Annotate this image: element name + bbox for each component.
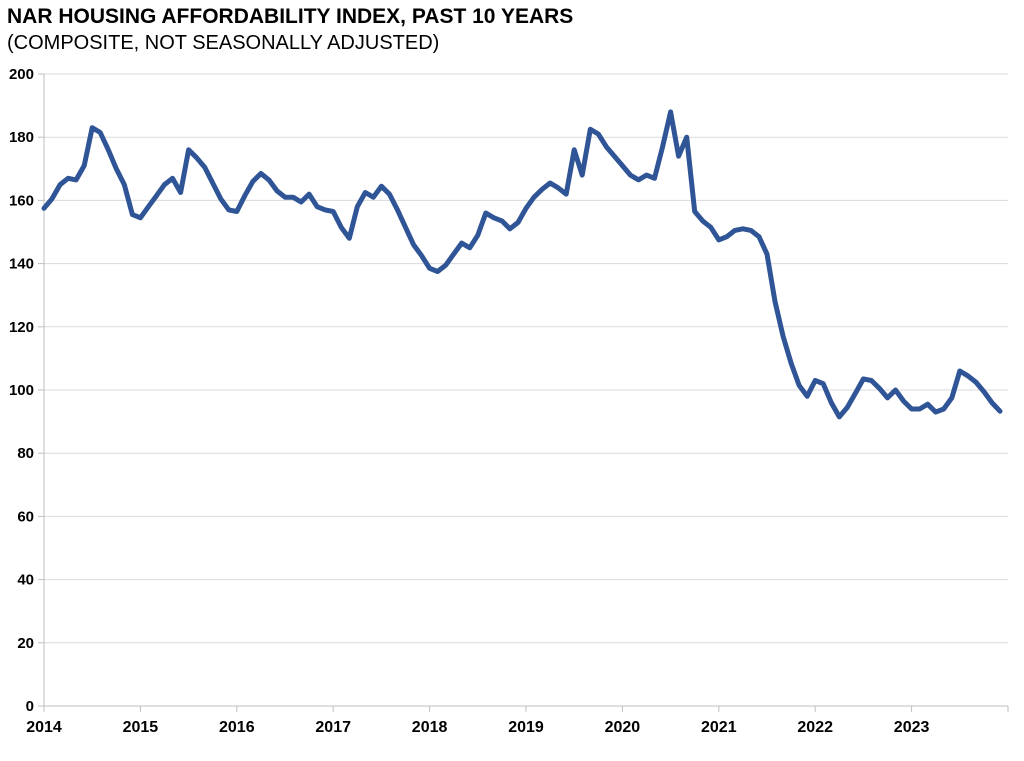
- x-axis-label: 2014: [26, 719, 62, 736]
- y-axis-label: 0: [26, 698, 34, 715]
- x-axis-label: 2019: [508, 719, 544, 736]
- x-axis-label: 2020: [605, 719, 641, 736]
- x-axis-label: 2023: [894, 719, 930, 736]
- y-axis-label: 60: [17, 508, 34, 525]
- x-axis-label: 2017: [315, 719, 351, 736]
- y-axis-label: 160: [9, 192, 34, 209]
- y-axis-label: 180: [9, 129, 34, 146]
- y-axis-label: 80: [17, 445, 34, 462]
- x-axis-label: 2016: [219, 719, 255, 736]
- chart-subtitle: (COMPOSITE, NOT SEASONALLY ADJUSTED): [7, 32, 440, 54]
- index-series-line: [41, 109, 1003, 420]
- x-axis-label: 2022: [797, 719, 833, 736]
- x-axis-label: 2021: [701, 719, 737, 736]
- y-axis-label: 200: [9, 66, 34, 83]
- y-axis-label: 20: [17, 635, 34, 652]
- x-axis-label: 2018: [412, 719, 448, 736]
- y-axis-label: 40: [17, 572, 34, 589]
- x-axis-label: 2015: [123, 719, 159, 736]
- y-axis-label: 100: [9, 382, 34, 399]
- y-axis-label: 120: [9, 319, 34, 336]
- chart-title: NAR HOUSING AFFORDABILITY INDEX, PAST 10…: [7, 5, 574, 28]
- y-axis-label: 140: [9, 256, 34, 273]
